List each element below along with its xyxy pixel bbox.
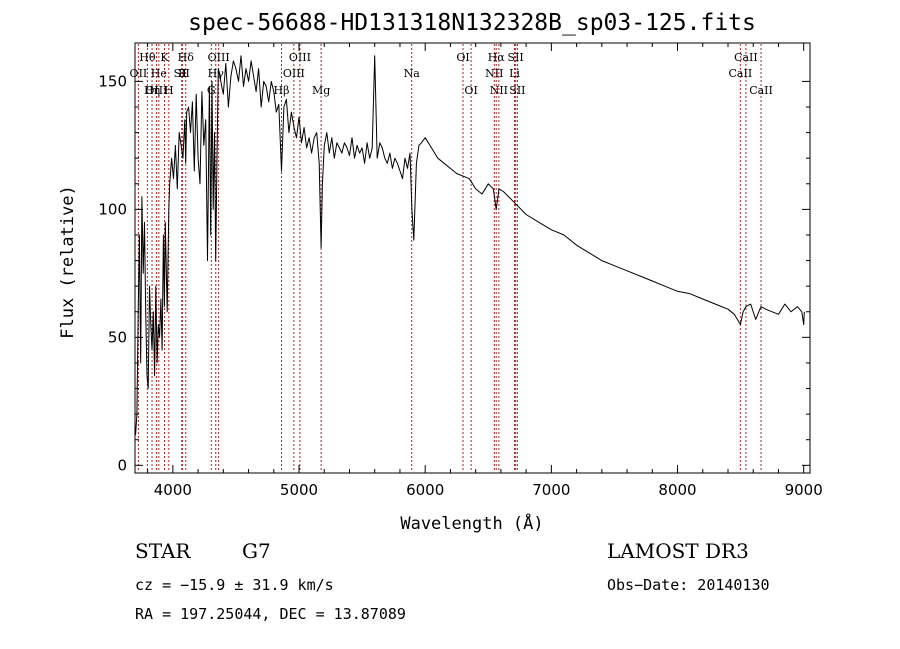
y-axis-ticks: 0 50 100 150 [98, 72, 810, 474]
line-marker-label: OII [130, 67, 148, 80]
survey-name: LAMOST DR3 [607, 539, 749, 563]
plot-frame [134, 42, 811, 474]
spectral-subclass: G7 [242, 539, 271, 563]
line-marker-label: Li [509, 67, 520, 80]
y-tick-label: 0 [117, 456, 127, 474]
line-marker-label: Hα [488, 51, 506, 64]
line-marker-label: Hδ [178, 51, 195, 64]
line-marker-label: Na [404, 67, 421, 80]
x-axis-label: Wavelength (Å) [400, 512, 543, 534]
line-marker-label: K [160, 51, 169, 64]
x-tick-label: 4000 [154, 481, 192, 499]
line-marker-label: CaII [749, 84, 773, 97]
x-tick-label: 6000 [406, 481, 444, 499]
x-tick-label: 7000 [532, 481, 570, 499]
redshift-velocity: cz = −15.9 ± 31.9 km/s [135, 576, 334, 594]
observation-date: Obs−Date: 20140130 [607, 576, 770, 594]
line-marker-label: OIII [283, 67, 305, 80]
line-marker-label: SII [174, 67, 190, 80]
line-marker-label: Hγ [208, 67, 225, 80]
line-marker-label: Hθ [139, 51, 156, 64]
line-marker-label: Hη [144, 84, 160, 97]
line-marker-label: SII [509, 84, 525, 97]
x-tick-label: 5000 [280, 481, 318, 499]
y-axis-label: Flux (relative) [58, 185, 78, 339]
line-marker-label: II [178, 67, 187, 80]
line-marker-label: OIII [145, 84, 167, 97]
chart-title: spec-56688-HD131318N132328B_sp03-125.fit… [188, 10, 756, 36]
y-tick-label: 100 [98, 200, 127, 218]
line-marker-label: SII [508, 51, 524, 64]
line-marker-label: Mg [312, 84, 330, 97]
line-marker-label: CaII [729, 67, 753, 80]
line-marker-label: CaII [734, 51, 758, 64]
line-marker-label: NII [485, 67, 503, 80]
line-marker-label: He [151, 67, 167, 80]
line-marker-label: OIII [289, 51, 311, 64]
sky-coordinates: RA = 197.25044, DEC = 13.87089 [135, 605, 406, 623]
object-class: STAR [135, 539, 191, 563]
y-tick-label: 150 [98, 72, 127, 90]
line-marker-label: G [207, 84, 216, 97]
line-marker-label: NII [490, 84, 508, 97]
line-marker-label: OI [456, 51, 469, 64]
line-marker-label: H [164, 84, 174, 97]
line-marker-label: Hβ [274, 84, 290, 97]
x-tick-label: 9000 [785, 481, 823, 499]
y-tick-label: 50 [108, 328, 127, 346]
spectrum-line [134, 55, 805, 436]
line-marker-label: OI [464, 84, 477, 97]
line-markers [137, 44, 762, 472]
x-axis-ticks: 4000 5000 6000 7000 8000 9000 [147, 43, 823, 499]
line-marker-label: OIII [208, 51, 230, 64]
x-tick-label: 8000 [658, 481, 696, 499]
